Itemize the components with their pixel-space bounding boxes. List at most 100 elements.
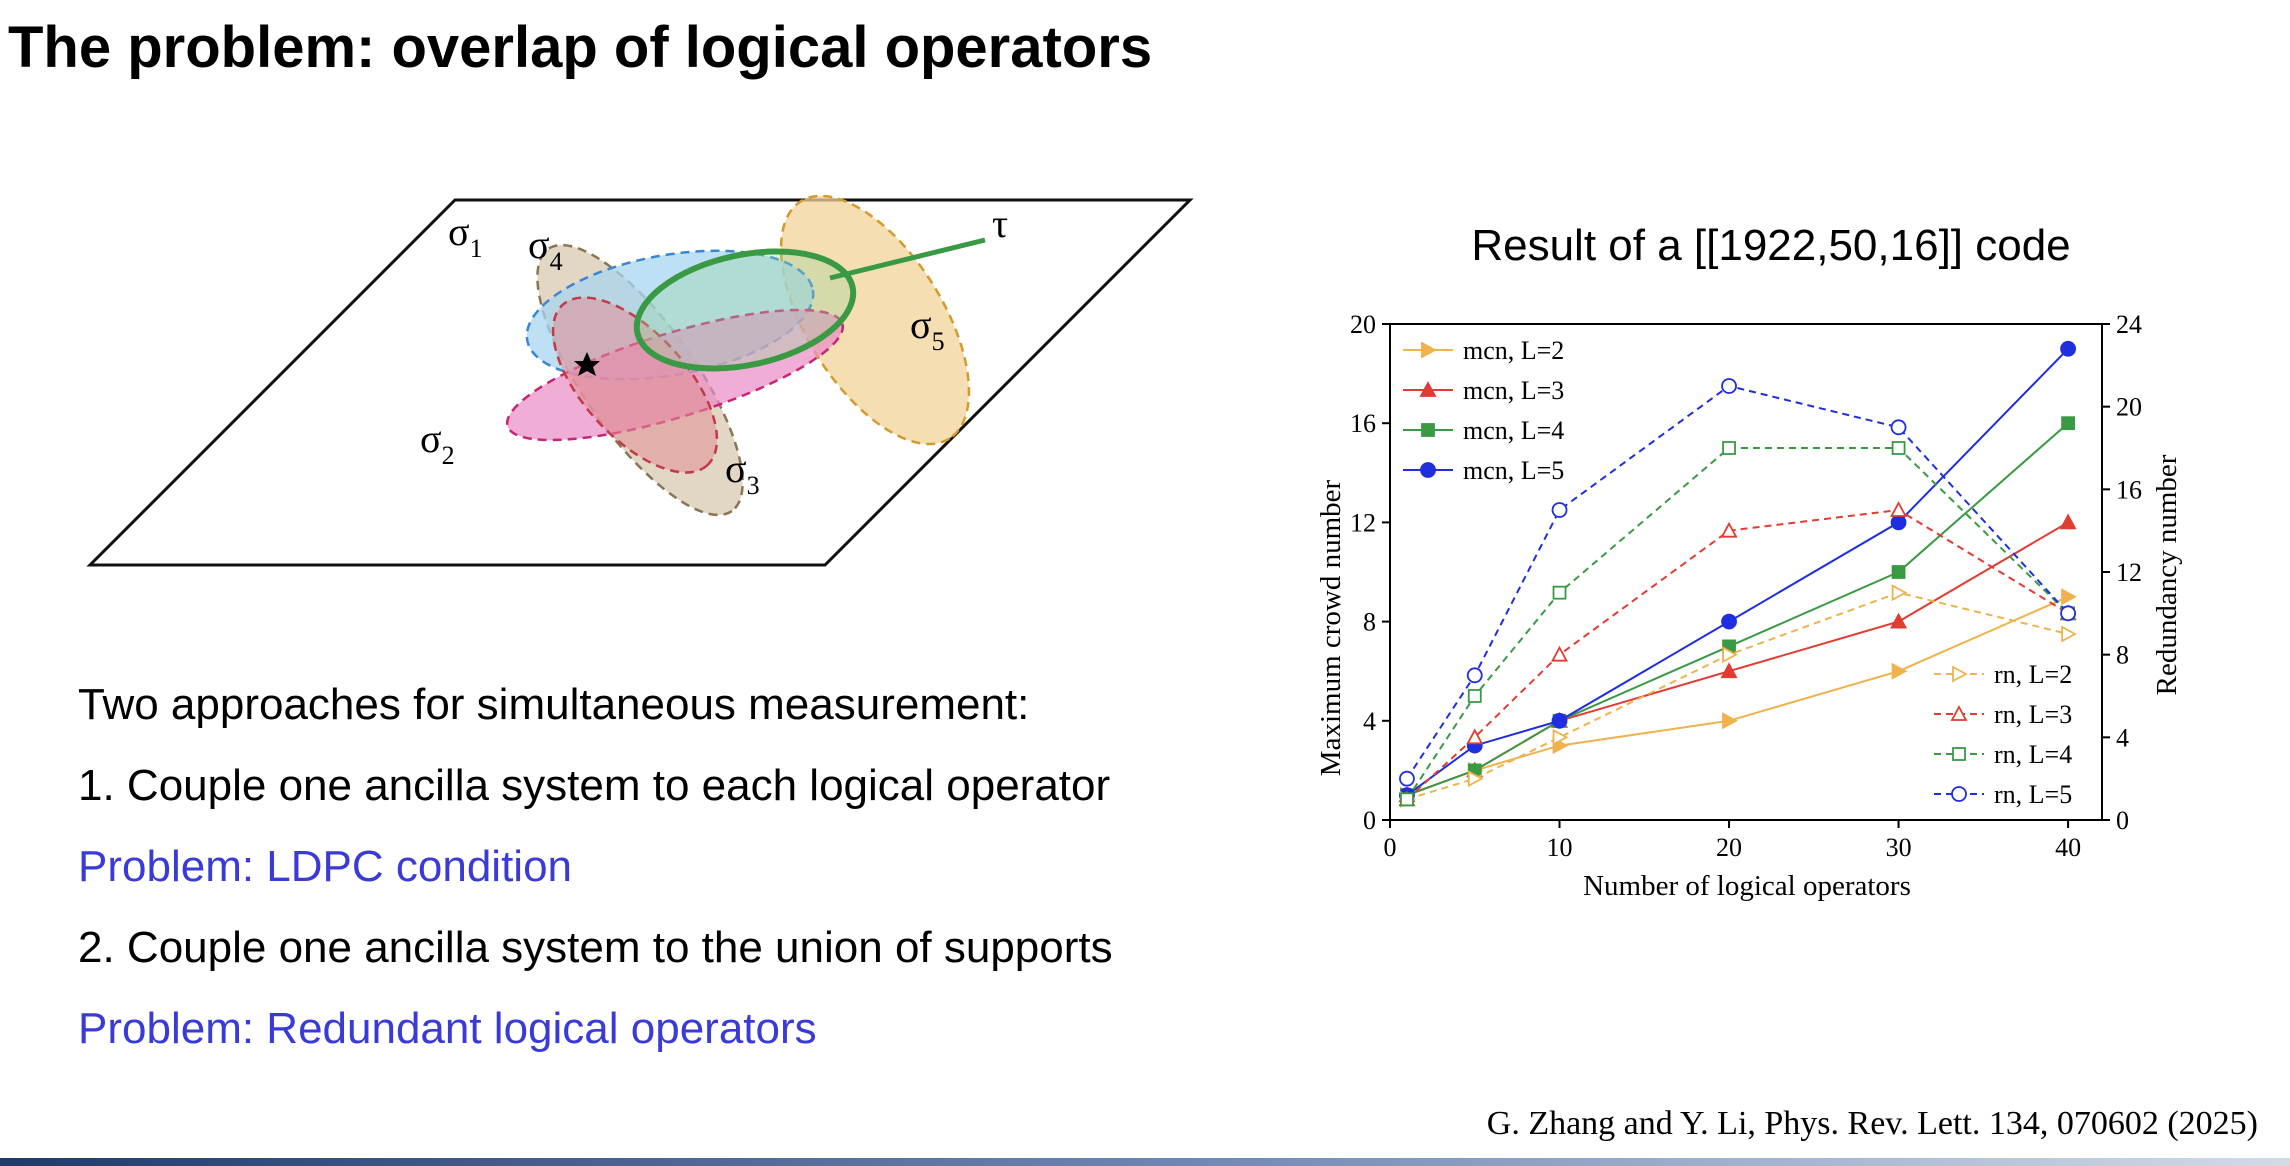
approach-1: 1. Couple one ancilla system to each log… bbox=[78, 761, 1111, 810]
sigma3-label: σ3 bbox=[725, 446, 760, 500]
data-point-rn-l-2 bbox=[2061, 625, 2077, 643]
y-tick-label: 20 bbox=[1350, 310, 1376, 339]
data-point-mcn-l-3 bbox=[1890, 612, 1908, 629]
data-point-mcn-l-4 bbox=[1891, 565, 1906, 579]
y-tick-label: 8 bbox=[1363, 608, 1376, 637]
x-tick-label: 30 bbox=[1886, 833, 1912, 862]
legend-label-mcn-l-3: mcn, L=3 bbox=[1463, 376, 1564, 405]
legend-marker-rn-l-5 bbox=[1951, 786, 1967, 802]
problem-2: Problem: Redundant logical operators bbox=[78, 1004, 817, 1053]
legend-label-rn-l-4: rn, L=4 bbox=[1994, 740, 2072, 769]
operator-overlap-diagram: σ1 σ4 σ5 σ2 σ3 τ bbox=[80, 190, 1200, 595]
data-point-rn-l-3 bbox=[1720, 521, 1738, 538]
plane-outline bbox=[86, 198, 1194, 567]
data-point-mcn-l-5 bbox=[2060, 340, 2076, 357]
y2-tick-label: 20 bbox=[2116, 393, 2142, 422]
legend-marker-mcn-l-2 bbox=[1421, 341, 1437, 359]
x-tick-label: 40 bbox=[2055, 833, 2081, 862]
data-point-rn-l-2 bbox=[1722, 646, 1738, 664]
data-point-rn-l-5 bbox=[2060, 605, 2076, 622]
data-point-mcn-l-5 bbox=[1551, 712, 1568, 729]
data-point-mcn-l-2 bbox=[1722, 712, 1738, 730]
data-point-rn-l-4 bbox=[1552, 585, 1567, 600]
y-tick-label: 16 bbox=[1350, 409, 1376, 438]
y-axis-label: Maximum crowd number bbox=[1315, 479, 1347, 776]
data-point-rn-l-5 bbox=[1721, 378, 1737, 394]
data-point-mcn-l-5 bbox=[1890, 514, 1907, 531]
series-line-mcn-l-2 bbox=[1406, 595, 2069, 797]
legend-label-mcn-l-4: mcn, L=4 bbox=[1463, 416, 1564, 445]
result-chart: Result of a [[1922,50,16]] code 0 10 20 30 4… bbox=[1300, 200, 2240, 925]
y2-tick-label: 8 bbox=[2116, 641, 2129, 670]
series-line-rn-l-5 bbox=[1406, 384, 2069, 780]
x-tick-label: 0 bbox=[1384, 833, 1397, 862]
legend-marker-rn-l-3 bbox=[1950, 705, 1968, 721]
data-point-rn-l-2 bbox=[1467, 770, 1484, 788]
series-line-mcn-l-5 bbox=[1406, 348, 2069, 797]
legend-marker-rn-l-2 bbox=[1952, 665, 1968, 683]
y2-tick-label: 24 bbox=[2116, 310, 2142, 339]
chart-title: Result of a [[1922,50,16]] code bbox=[1471, 221, 2070, 270]
data-point-mcn-l-5 bbox=[1721, 613, 1737, 630]
data-point-rn-l-5 bbox=[1551, 502, 1568, 518]
tau-ellipse bbox=[633, 248, 857, 372]
data-point-mcn-l-3 bbox=[2059, 513, 2077, 530]
data-point-mcn-l-2 bbox=[2061, 588, 2077, 606]
data-point-mcn-l-2 bbox=[1891, 662, 1908, 680]
legend-marker-rn-l-4 bbox=[1952, 747, 1966, 761]
data-point-rn-l-3 bbox=[1890, 501, 1908, 517]
series-line-mcn-l-4 bbox=[1406, 422, 2069, 797]
legend-label-mcn-l-2: mcn, L=2 bbox=[1463, 336, 1564, 365]
approach-2: 2. Couple one ancilla system to the unio… bbox=[78, 923, 1113, 972]
data-point-rn-l-5 bbox=[1399, 770, 1415, 787]
data-point-rn-l-2 bbox=[1891, 584, 1908, 602]
approaches-intro: Two approaches for simultaneous measurem… bbox=[78, 680, 1030, 729]
data-point-rn-l-4 bbox=[1891, 441, 1906, 455]
y2-tick-label: 4 bbox=[2116, 723, 2129, 752]
y-tick-label: 4 bbox=[1363, 707, 1376, 736]
legend-marker-mcn-l-5 bbox=[1420, 462, 1436, 478]
legend-marker-mcn-l-3 bbox=[1419, 381, 1437, 397]
y-tick-label: 12 bbox=[1350, 508, 1376, 537]
slide-title: The problem: overlap of logical operator… bbox=[8, 15, 1153, 80]
data-point-rn-l-3 bbox=[1551, 645, 1569, 662]
tau-pointer bbox=[829, 237, 986, 281]
tau-label: τ bbox=[992, 201, 1008, 246]
data-point-rn-l-5 bbox=[1890, 419, 1907, 436]
citation: G. Zhang and Y. Li, Phys. Rev. Lett. 134… bbox=[1486, 1105, 2258, 1142]
data-point-rn-l-3 bbox=[1466, 728, 1484, 745]
sigma3-ellipse bbox=[551, 296, 719, 474]
sigma2-label: σ2 bbox=[420, 416, 455, 470]
problem-1: Problem: LDPC condition bbox=[78, 842, 573, 891]
y2-axis-label: Redundancy number bbox=[2151, 454, 2183, 695]
x-axis-label: Number of logical operators bbox=[1583, 870, 1911, 902]
data-point-rn-l-4 bbox=[1722, 441, 1736, 455]
x-tick-label: 10 bbox=[1547, 833, 1573, 862]
legend-label-rn-l-3: rn, L=3 bbox=[1994, 700, 2072, 729]
y-tick-label: 0 bbox=[1363, 806, 1376, 835]
data-point-mcn-l-3 bbox=[1720, 662, 1738, 679]
data-point-rn-l-5 bbox=[1466, 667, 1483, 684]
series-line-rn-l-3 bbox=[1406, 508, 2069, 801]
data-point-rn-l-4 bbox=[1467, 689, 1482, 703]
series-line-rn-l-4 bbox=[1406, 447, 2069, 800]
legend-label-rn-l-2: rn, L=2 bbox=[1994, 660, 2072, 689]
legend-label-mcn-l-5: mcn, L=5 bbox=[1463, 456, 1564, 485]
data-point-rn-l-4 bbox=[1400, 792, 1414, 807]
x-tick-label: 20 bbox=[1716, 833, 1742, 862]
sigma1-label: σ1 bbox=[448, 209, 483, 263]
sigma5-label: σ5 bbox=[910, 302, 945, 356]
intersection-star-icon bbox=[574, 352, 600, 376]
y2-tick-label: 0 bbox=[2116, 806, 2129, 835]
series-line-rn-l-2 bbox=[1406, 591, 2069, 801]
sigma4-label: σ4 bbox=[528, 222, 563, 276]
legend-marker-mcn-l-4 bbox=[1421, 423, 1435, 437]
bottom-accent-bar bbox=[0, 1158, 2290, 1166]
legend-label-rn-l-5: rn, L=5 bbox=[1994, 780, 2072, 809]
y2-tick-label: 12 bbox=[2116, 558, 2142, 587]
result-chart-svg: Result of a [[1922,50,16]] code 0 10 20 30 4… bbox=[1315, 221, 2183, 902]
overlap-illustration: σ1 σ4 σ5 σ2 σ3 τ bbox=[86, 194, 1194, 567]
data-point-rn-l-2 bbox=[1552, 728, 1569, 746]
y2-tick-label: 16 bbox=[2116, 475, 2142, 504]
data-point-mcn-l-4 bbox=[2061, 416, 2075, 431]
